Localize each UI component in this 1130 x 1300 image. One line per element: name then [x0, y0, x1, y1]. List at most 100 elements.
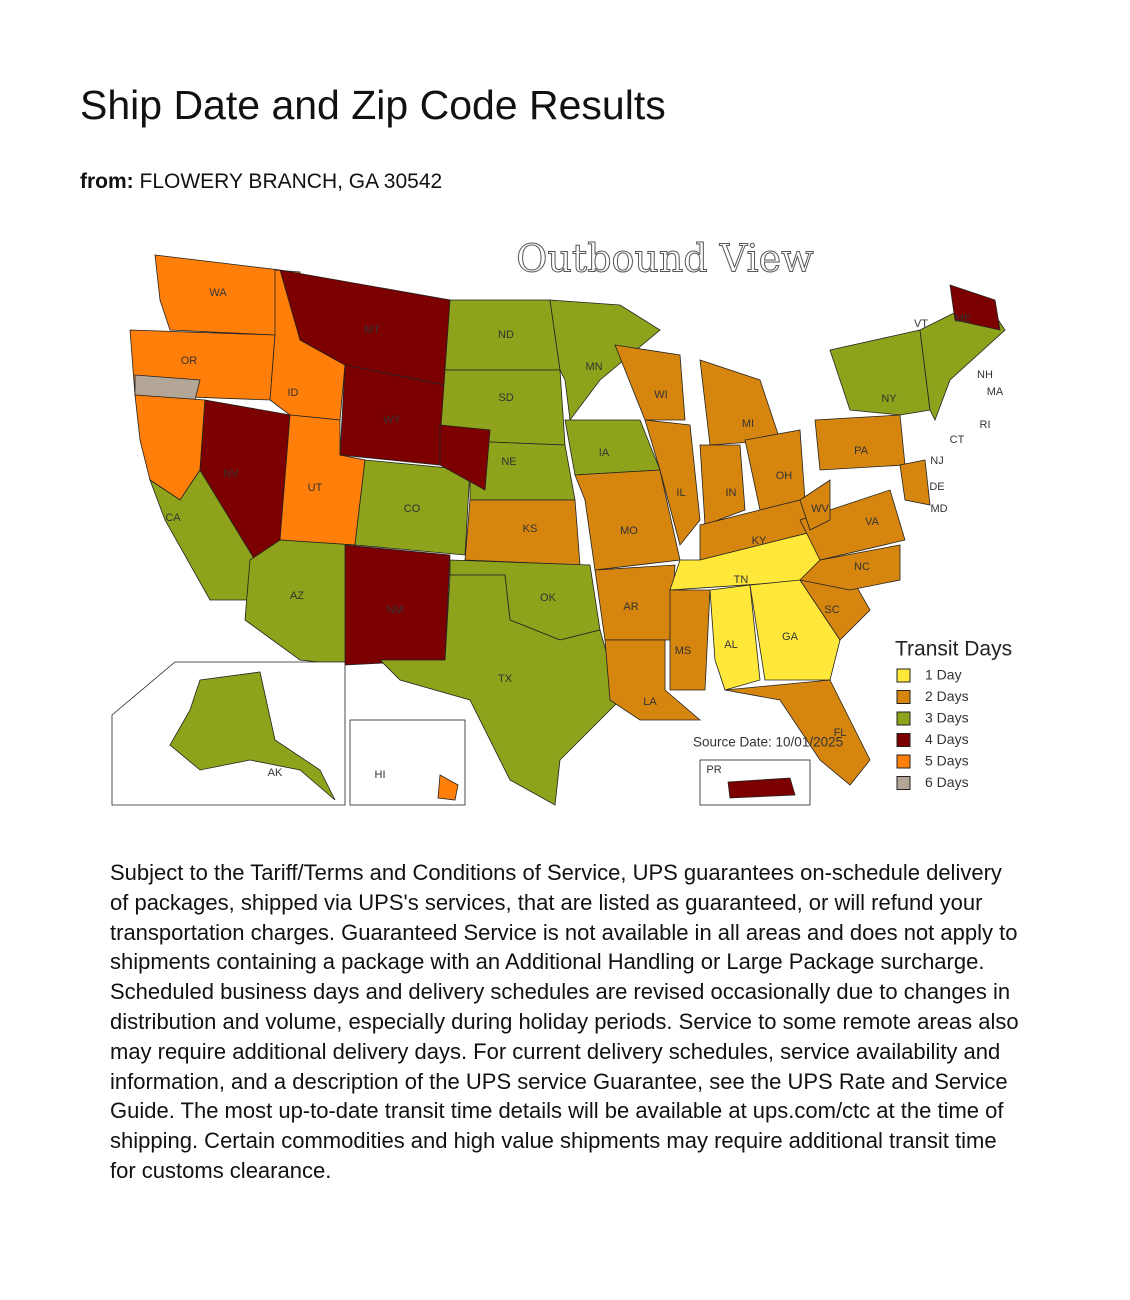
- state-label: CA: [165, 512, 181, 524]
- state-label: OR: [181, 355, 198, 367]
- legend-swatch: [896, 754, 911, 769]
- state: [899, 459, 931, 506]
- origin-label: from:: [80, 170, 134, 193]
- state-label: RI: [980, 419, 991, 431]
- state-label: AK: [268, 767, 283, 779]
- state-label: CO: [404, 503, 421, 515]
- state-label: AL: [724, 639, 737, 651]
- state: [799, 479, 831, 531]
- state: [604, 639, 702, 721]
- state-label: NH: [977, 369, 993, 381]
- state-label: ND: [498, 329, 514, 341]
- source-date: Source Date: 10/01/2025: [693, 735, 843, 750]
- state-label: FL: [834, 727, 847, 739]
- legend-label: 3 Days: [925, 710, 969, 726]
- state-label: AZ: [290, 590, 304, 602]
- state: [724, 679, 871, 786]
- state-label: SC: [824, 604, 839, 616]
- transit-map: Outbound View: [111, 236, 1012, 806]
- state-label: AR: [623, 601, 638, 613]
- state-label: OH: [776, 470, 793, 482]
- state-label: NE: [501, 456, 516, 468]
- state-label: WI: [654, 389, 667, 401]
- state: [354, 459, 471, 556]
- state-label: MO: [620, 525, 638, 537]
- state-label: HI: [375, 769, 386, 781]
- page-title: Ship Date and Zip Code Results: [80, 82, 666, 128]
- state-label: MS: [675, 645, 692, 657]
- state-label: DE: [929, 481, 944, 493]
- state-label: UT: [308, 482, 323, 494]
- state-label: IA: [599, 447, 610, 459]
- state: [949, 284, 1001, 331]
- state: [154, 254, 281, 336]
- state-label: IN: [726, 487, 737, 499]
- state-label: ID: [288, 387, 299, 399]
- state: [574, 469, 681, 571]
- legend-title: Transit Days: [895, 638, 1012, 661]
- state-label: NY: [881, 393, 897, 405]
- state: [799, 489, 906, 561]
- state-label: ME: [955, 313, 972, 325]
- legend-label: 6 Days: [925, 774, 969, 790]
- state-label: WY: [383, 414, 401, 426]
- state-label: MD: [930, 503, 947, 515]
- state: [709, 584, 761, 691]
- state-label: VA: [865, 516, 880, 528]
- state: [749, 579, 841, 681]
- origin: from: FLOWERY BRANCH, GA 30542: [80, 170, 442, 194]
- state: [614, 344, 686, 421]
- state-label: PA: [854, 445, 869, 457]
- state-label: WA: [209, 287, 227, 299]
- state-label: KY: [752, 535, 767, 547]
- state: [829, 329, 931, 416]
- state: [799, 544, 901, 591]
- state-label: GA: [782, 631, 799, 643]
- state: [564, 419, 661, 476]
- puerto-rico: [727, 777, 796, 799]
- alaska: [169, 671, 336, 801]
- map-title: Outbound View: [516, 237, 814, 281]
- legend-label: 1 Day: [925, 667, 962, 683]
- state-label: MI: [742, 418, 754, 430]
- disclaimer: Subject to the Tariff/Terms and Conditio…: [110, 860, 1019, 1183]
- state: [644, 419, 701, 546]
- hawaii: [437, 774, 459, 801]
- state-label: CT: [950, 434, 965, 446]
- state-label: TN: [734, 574, 749, 586]
- state: [699, 444, 746, 526]
- state-label: NJ: [930, 455, 943, 467]
- state-label: KS: [523, 523, 538, 535]
- state: [439, 424, 491, 491]
- legend-swatch: [896, 690, 911, 704]
- legend-label: 2 Days: [925, 688, 969, 704]
- state-label: VT: [914, 318, 928, 330]
- state-label: IL: [676, 487, 685, 499]
- state: [814, 414, 906, 471]
- state-label: NM: [386, 604, 403, 616]
- legend-swatch: [896, 733, 911, 747]
- state: [244, 539, 356, 666]
- state-label: NV: [223, 468, 239, 480]
- state: [379, 574, 621, 806]
- legend: 1 Day 2 Days 3 Days 4 Days 5 Days 6 Days: [896, 667, 969, 790]
- legend-swatch: [896, 668, 911, 683]
- state-label: SD: [498, 392, 513, 404]
- state-labels: WA OR ID MT WY NV UT CA CO AZ NM ND SD NE KS OK TX MN IA MO…: [165, 287, 1004, 781]
- legend-label: 5 Days: [925, 753, 969, 769]
- legend-swatch: [896, 776, 911, 790]
- state: [699, 359, 781, 446]
- state-label: MN: [585, 361, 602, 373]
- state-label: WV: [811, 503, 829, 515]
- state-label: TX: [498, 673, 513, 685]
- state-label: NC: [854, 561, 870, 573]
- state-label: PR: [706, 764, 721, 776]
- state-label: MT: [364, 324, 380, 336]
- states: [111, 254, 1006, 806]
- legend-label: 4 Days: [925, 731, 969, 747]
- state: [549, 299, 661, 422]
- state-label: LA: [643, 696, 657, 708]
- origin-value: FLOWERY BRANCH, GA 30542: [139, 170, 443, 193]
- state-label: MA: [987, 386, 1004, 398]
